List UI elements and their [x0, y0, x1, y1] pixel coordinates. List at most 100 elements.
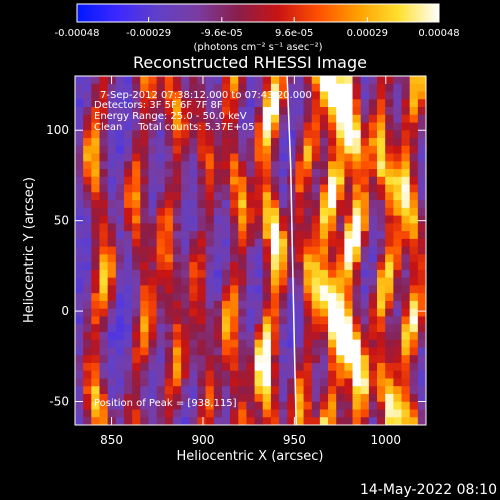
- heatmap-cell: [148, 223, 158, 232]
- heatmap-cell: [401, 254, 411, 263]
- heatmap-cell: [311, 316, 321, 325]
- heatmap-cell: [254, 370, 264, 380]
- heatmap-cell: [213, 130, 223, 139]
- heatmap-cell: [377, 262, 386, 271]
- heatmap-cell: [319, 91, 329, 100]
- heatmap-cell: [189, 300, 199, 310]
- heatmap-cell: [91, 184, 101, 193]
- heatmap-cell: [123, 145, 133, 155]
- heatmap-cell: [197, 362, 207, 372]
- heatmap-cell: [91, 130, 101, 139]
- heatmap-cell: [401, 215, 411, 224]
- heatmap-cell: [393, 153, 403, 162]
- heatmap-cell: [107, 293, 117, 302]
- heatmap-cell: [270, 91, 280, 100]
- heatmap-cell: [221, 386, 231, 395]
- heatmap-cell: [132, 254, 141, 263]
- heatmap-cell: [385, 277, 394, 286]
- heatmap-cell: [393, 362, 403, 372]
- heatmap-cell: [115, 184, 125, 193]
- heatmap-cell: [279, 339, 288, 349]
- heatmap-cell: [197, 200, 207, 209]
- heatmap-cell: [270, 246, 280, 255]
- heatmap-cell: [303, 308, 313, 318]
- heatmap-cell: [238, 254, 248, 263]
- heatmap-cell: [197, 386, 207, 395]
- heatmap-cell: [83, 370, 92, 380]
- heatmap-cell: [393, 308, 403, 318]
- heatmap-cell: [279, 378, 288, 387]
- heatmap-cell: [254, 378, 264, 387]
- heatmap-cell: [99, 207, 109, 217]
- heatmap-cell: [377, 393, 386, 403]
- heatmap-cell: [336, 200, 345, 209]
- heatmap-cell: [213, 269, 223, 279]
- x-axis-label: Heliocentric X (arcsec): [177, 449, 324, 464]
- heatmap-cell: [262, 161, 272, 170]
- heatmap-cell: [393, 386, 403, 395]
- heatmap-cell: [156, 114, 166, 124]
- heatmap-cell: [75, 362, 84, 372]
- heatmap-cell: [311, 99, 321, 108]
- heatmap-cell: [401, 161, 411, 170]
- heatmap-cell: [352, 386, 362, 395]
- heatmap-cell: [83, 184, 92, 193]
- heatmap-cell: [172, 285, 182, 294]
- heatmap-cell: [140, 99, 150, 108]
- heatmap-cell: [172, 355, 182, 364]
- heatmap-cell: [181, 215, 190, 224]
- heatmap-cell: [303, 285, 313, 294]
- heatmap-cell: [311, 153, 321, 162]
- heatmap-cell: [393, 107, 403, 116]
- heatmap-cell: [319, 370, 329, 380]
- heatmap-cell: [417, 207, 426, 217]
- heatmap-cell: [132, 169, 141, 178]
- heatmap-cell: [279, 130, 288, 139]
- heatmap-cell: [336, 331, 345, 341]
- heatmap-cell: [270, 347, 280, 356]
- heatmap-cell: [238, 83, 248, 93]
- heatmap-cell: [303, 153, 313, 162]
- heatmap-cell: [172, 83, 182, 93]
- heatmap-cell: [197, 107, 207, 116]
- heatmap-cell: [75, 223, 84, 232]
- heatmap-cell: [115, 176, 125, 186]
- heatmap-cell: [368, 130, 378, 139]
- heatmap-cell: [344, 285, 354, 294]
- heatmap-cell: [344, 215, 354, 224]
- heatmap-cell: [401, 130, 411, 139]
- heatmap-cell: [156, 76, 166, 85]
- heatmap-cell: [319, 130, 329, 139]
- heatmap-cell: [91, 378, 101, 387]
- heatmap-cell: [417, 300, 426, 310]
- heatmap-cell: [189, 231, 199, 240]
- heatmap-cell: [311, 409, 321, 418]
- heatmap-cell: [189, 355, 199, 364]
- heatmap-cell: [205, 347, 215, 356]
- heatmap-cell: [156, 238, 166, 248]
- heatmap-cell: [107, 114, 117, 124]
- heatmap-cell: [205, 207, 215, 217]
- heatmap-cell: [148, 138, 158, 147]
- heatmap-cell: [148, 355, 158, 364]
- heatmap-cell: [197, 393, 207, 403]
- heatmap-cell: [148, 386, 158, 395]
- heatmap-cell: [164, 169, 174, 178]
- heatmap-cell: [270, 207, 280, 217]
- footer-date: 14-May-2022 08:10: [360, 482, 497, 498]
- peak-position-label: Position of Peak = [938,115]: [94, 398, 237, 409]
- heatmap-cell: [197, 83, 207, 93]
- heatmap-cell: [181, 99, 190, 108]
- heatmap-cell: [213, 254, 223, 263]
- heatmap-cell: [393, 176, 403, 186]
- heatmap-cell: [246, 269, 256, 279]
- heatmap-cell: [115, 207, 125, 217]
- heatmap-cell: [83, 231, 92, 240]
- heatmap-cell: [140, 362, 150, 372]
- heatmap-cell: [230, 254, 239, 263]
- heatmap-cell: [393, 231, 403, 240]
- heatmap-cell: [83, 417, 92, 425]
- heatmap-cell: [311, 76, 321, 85]
- info-clean-counts: Clean Total counts: 5.37E+05: [94, 122, 254, 133]
- heatmap-cell: [221, 122, 231, 131]
